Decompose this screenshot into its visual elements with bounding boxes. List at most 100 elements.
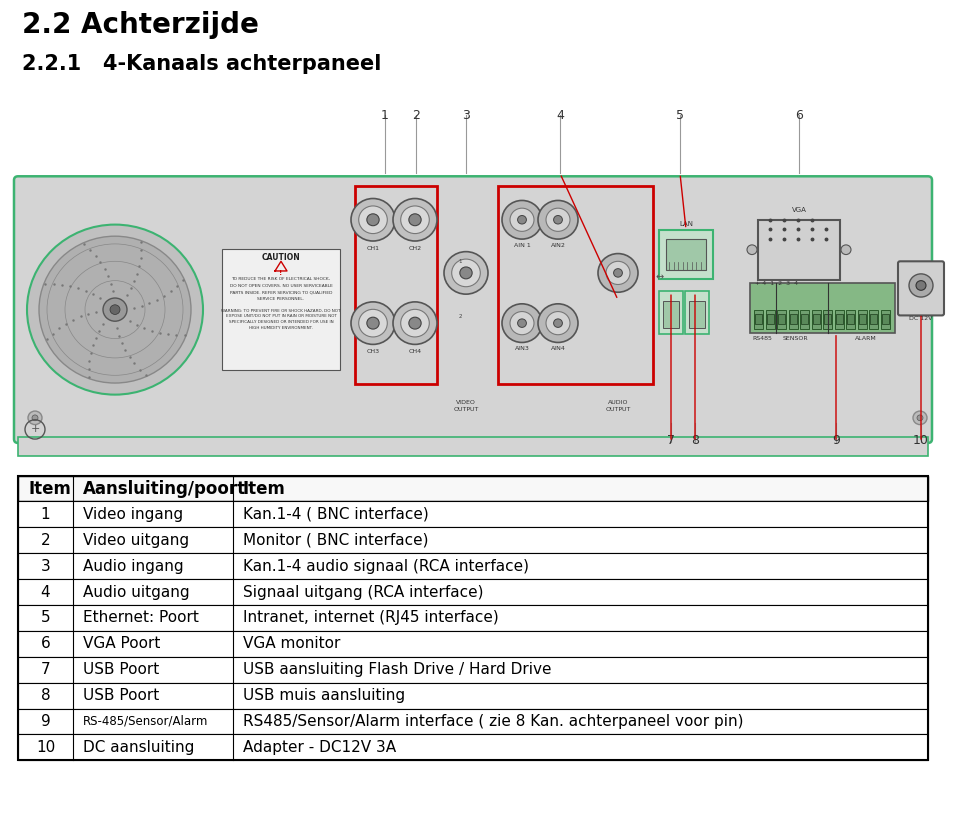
Text: AUDIO: AUDIO [608,400,628,405]
Bar [18,709,928,734]
Bar [750,282,895,332]
Text: 10: 10 [36,740,55,755]
Text: 9: 9 [832,434,840,447]
Text: Audio ingang: Audio ingang [83,559,183,573]
Text: EXPOSE UNIT/DO NOT PUT IN RAIN OR MOISTURE NOT: EXPOSE UNIT/DO NOT PUT IN RAIN OR MOISTU… [226,314,336,318]
Bar [777,309,786,329]
Text: SPECIFICALLY DESIGNED OR INTENDED FOR USE IN: SPECIFICALLY DESIGNED OR INTENDED FOR US… [228,320,333,324]
Text: RS485/Sensor/Alarm interface ( zie 8 Kan. achterpaneel voor pin): RS485/Sensor/Alarm interface ( zie 8 Kan… [243,714,743,729]
Text: DO NOT OPEN COVERS. NO USER SERVICEABLE: DO NOT OPEN COVERS. NO USER SERVICEABLE [229,284,332,288]
Bar [765,309,775,329]
Text: 2: 2 [412,109,420,121]
Bar [801,314,808,324]
Text: Intranet, internet (RJ45 interface): Intranet, internet (RJ45 interface) [243,610,499,625]
Circle shape [598,253,638,292]
FancyBboxPatch shape [659,291,683,334]
Bar [18,631,928,657]
Text: 7: 7 [667,434,675,447]
FancyBboxPatch shape [14,177,932,443]
Text: Kan.1-4 ( BNC interface): Kan.1-4 ( BNC interface) [243,507,429,522]
Circle shape [510,312,534,335]
Circle shape [510,208,534,231]
Circle shape [841,245,851,255]
Circle shape [400,206,429,233]
Text: 5: 5 [676,109,684,121]
Text: Audio uitgang: Audio uitgang [83,585,190,600]
Text: Monitor ( BNC interface): Monitor ( BNC interface) [243,533,428,548]
Bar [835,314,843,324]
Circle shape [606,262,630,285]
Text: 4: 4 [40,585,50,600]
Text: Video uitgang: Video uitgang [83,533,189,548]
Text: 1: 1 [458,259,462,264]
Circle shape [359,206,387,233]
Circle shape [517,215,526,224]
Circle shape [32,307,38,313]
Text: !: ! [279,270,282,276]
Text: USB muis aansluiting: USB muis aansluiting [243,688,405,703]
Text: Signaal uitgang (RCA interface): Signaal uitgang (RCA interface) [243,585,484,600]
Circle shape [538,304,578,342]
Circle shape [409,214,421,226]
Bar [778,314,785,324]
Text: 2.2.1   4-Kanaals achterpaneel: 2.2.1 4-Kanaals achterpaneel [22,54,381,74]
Circle shape [460,267,472,279]
Text: USB Poort: USB Poort [83,688,159,703]
Text: WARNING: TO PREVENT FIRE OR SHOCK HAZARD, DO NOT: WARNING: TO PREVENT FIRE OR SHOCK HAZARD… [221,309,341,313]
Circle shape [409,317,421,329]
Text: 6: 6 [795,109,803,121]
Text: 1: 1 [381,109,389,121]
FancyBboxPatch shape [758,219,840,280]
Circle shape [444,252,488,295]
Text: 1: 1 [40,507,50,522]
Text: DC aansluiting: DC aansluiting [83,740,194,755]
Circle shape [546,312,570,335]
Circle shape [546,208,570,231]
Text: VIDEO: VIDEO [456,400,476,405]
Text: CH3: CH3 [367,349,379,354]
Bar [18,579,928,605]
Text: Item: Item [243,479,286,497]
Circle shape [613,269,622,277]
Text: 4: 4 [556,109,564,121]
Text: USB aansluiting Flash Drive / Hard Drive: USB aansluiting Flash Drive / Hard Drive [243,662,551,677]
Text: SENSOR: SENSOR [782,336,807,341]
Circle shape [747,245,757,255]
Bar [846,309,855,329]
Circle shape [554,319,563,328]
Bar [880,309,890,329]
Text: 2.2 Achterzijde: 2.2 Achterzijde [22,11,259,39]
Circle shape [351,302,395,344]
Text: 7: 7 [40,662,50,677]
Text: RS-485/Sensor/Alarm: RS-485/Sensor/Alarm [83,715,208,728]
Bar [18,682,928,709]
Text: VGA: VGA [792,207,806,213]
Circle shape [917,415,923,421]
Bar [847,314,854,324]
Bar [689,301,705,328]
Circle shape [351,199,395,241]
Bar [755,314,762,324]
Bar [858,314,866,324]
Bar [811,309,821,329]
Text: VGA Poort: VGA Poort [83,636,160,651]
Bar [355,186,437,384]
Circle shape [909,274,933,297]
Text: Item: Item [28,479,71,497]
Bar [18,527,928,554]
Text: 9: 9 [40,714,50,729]
Text: 2: 2 [40,533,50,548]
Circle shape [913,303,927,316]
Bar [857,309,867,329]
Text: ALARM: ALARM [855,336,876,341]
Bar [823,309,832,329]
FancyBboxPatch shape [659,230,713,279]
FancyBboxPatch shape [685,291,709,334]
Circle shape [32,415,38,421]
Circle shape [28,303,42,316]
Circle shape [359,309,387,337]
Bar [18,605,928,631]
Text: SERVICE PERSONNEL.: SERVICE PERSONNEL. [257,297,304,301]
Text: AIN3: AIN3 [515,346,529,351]
Bar [18,734,928,761]
